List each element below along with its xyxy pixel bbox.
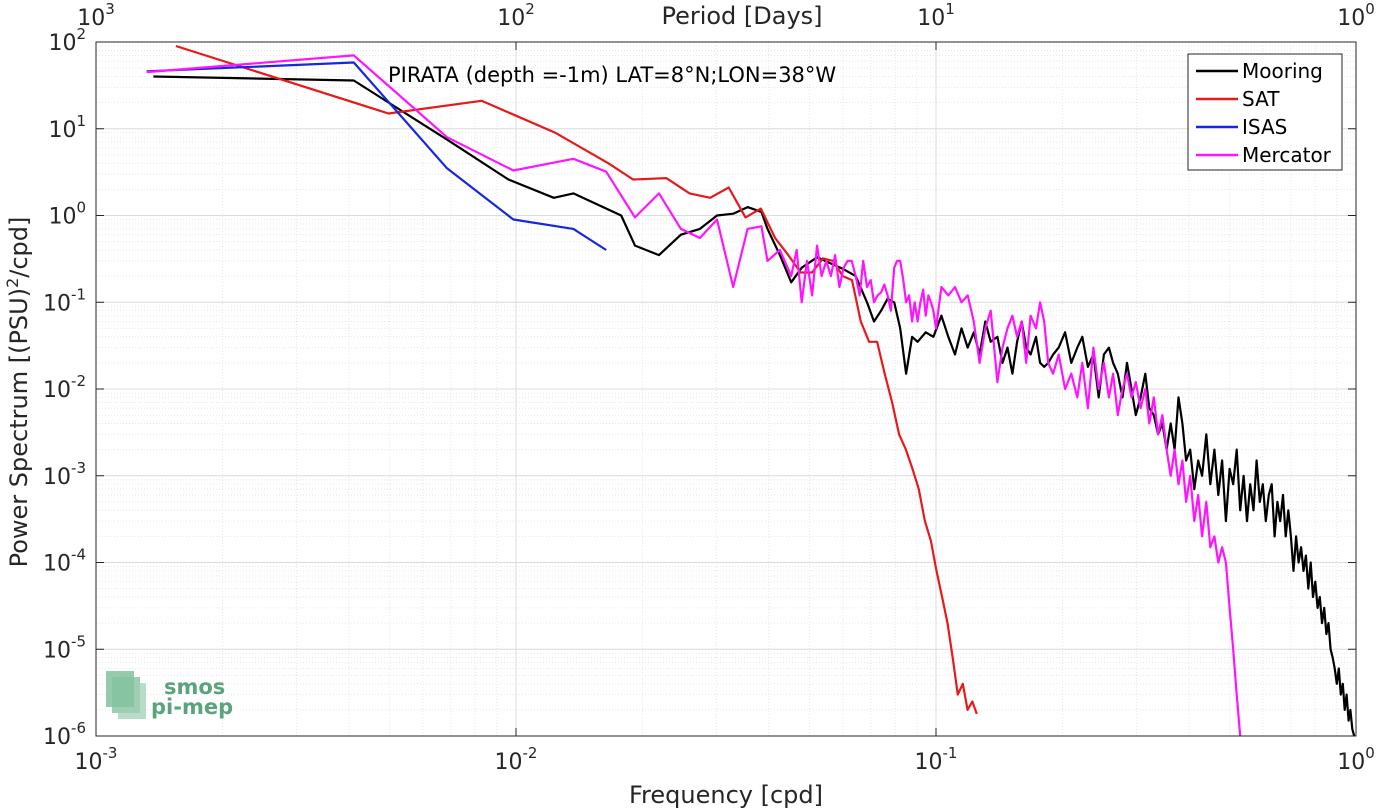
y-tick-label: 101 <box>48 112 86 143</box>
legend: Mooring SAT ISAS Mercator <box>1187 53 1343 171</box>
top-x-tick-label: 100 <box>1337 0 1375 31</box>
x-axis-title: Frequency [cpd] <box>629 781 823 809</box>
y-tick-label: 10-6 <box>43 719 86 750</box>
y-tick-label: 10-1 <box>43 285 86 316</box>
smos-pimep-logo: smos pi-mep <box>106 671 233 719</box>
y-axis-title: Power Spectrum [(PSU)2/cpd] <box>3 217 33 568</box>
y-tick-label: 10-2 <box>43 372 86 403</box>
series-line-sat <box>175 44 978 715</box>
top-x-tick-label: 103 <box>77 0 115 31</box>
series-line-mooring <box>153 75 1356 737</box>
series-line-mercator <box>146 54 1242 737</box>
y-tick-label: 102 <box>48 25 86 56</box>
x-tick-label: 10-2 <box>495 744 538 775</box>
top-x-tick-label: 101 <box>917 0 955 31</box>
x-tick-label: 10-3 <box>75 744 118 775</box>
series-line-isas <box>146 61 607 251</box>
legend-label-isas: ISAS <box>1242 115 1287 139</box>
series-lines <box>146 44 1356 737</box>
top-x-tick-label: 102 <box>497 0 535 31</box>
legend-label-sat: SAT <box>1242 87 1280 111</box>
station-annotation: PIRATA (depth =-1m) LAT=8°N;LON=38°W <box>388 63 836 87</box>
top-x-axis-title: Period [Days] <box>661 2 822 30</box>
y-axis-title-tail: /cpd] <box>5 217 33 278</box>
y-tick-label: 10-4 <box>43 546 86 577</box>
y-axis-title-sup: 2 <box>3 278 22 288</box>
logo-text-pimep: pi-mep <box>151 695 233 719</box>
legend-label-mooring: Mooring <box>1242 59 1323 83</box>
y-tick-label: 100 <box>48 199 86 230</box>
legend-label-mercator: Mercator <box>1242 143 1332 167</box>
logo-text-smos: smos <box>164 675 225 699</box>
y-tick-label: 10-5 <box>43 632 86 663</box>
x-tick-label: 100 <box>1337 744 1375 775</box>
y-tick-label: 10-3 <box>43 459 86 490</box>
legend-box <box>1187 53 1343 171</box>
x-tick-label: 10-1 <box>915 744 958 775</box>
y-axis-title-main: Power Spectrum [(PSU) <box>5 288 33 567</box>
logo-mark-front <box>106 671 134 707</box>
major-grid <box>95 41 1357 737</box>
axis-ticks <box>95 41 1357 737</box>
minor-grid <box>96 42 1356 736</box>
